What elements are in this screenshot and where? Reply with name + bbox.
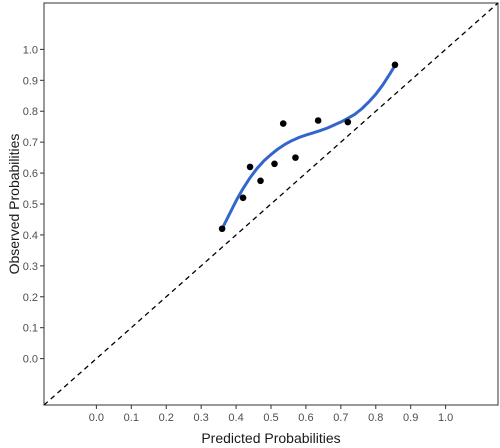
- data-point: [246, 163, 254, 171]
- data-point: [239, 194, 247, 202]
- y-tick-label: 0.7: [23, 137, 38, 149]
- x-tick-label: 0.9: [403, 412, 418, 424]
- smooth-fit-line: [220, 63, 397, 231]
- x-tick-label: 0.2: [159, 412, 174, 424]
- y-tick-label: 0.2: [23, 292, 38, 304]
- y-tick-label: 0.0: [23, 354, 38, 366]
- reference-diagonal-line: [44, 3, 498, 405]
- data-point: [391, 61, 399, 69]
- x-tick-label: 1.0: [438, 412, 453, 424]
- y-tick-label: 1.0: [23, 44, 38, 56]
- data-point: [279, 120, 287, 127]
- x-tick-label: 0.3: [194, 412, 209, 424]
- data-point: [292, 154, 299, 161]
- y-tick-label: 0.4: [23, 230, 38, 242]
- x-tick-label: 0.4: [228, 412, 243, 424]
- y-tick-label: 0.6: [23, 168, 38, 180]
- x-tick-label: 0.5: [263, 412, 278, 424]
- data-point: [344, 118, 352, 126]
- x-tick-label: 0.6: [298, 412, 313, 424]
- data-point: [314, 117, 322, 124]
- y-axis-title: Observed Probabilities: [6, 134, 22, 275]
- y-tick-label: 0.5: [23, 199, 38, 211]
- x-axis-title: Predicted Probabilities: [201, 430, 340, 446]
- smooth-layer: [220, 63, 397, 231]
- y-tick-label: 0.8: [23, 106, 38, 118]
- data-point: [257, 177, 264, 185]
- y-tick-label: 0.9: [23, 75, 38, 87]
- x-tick-label: 0.1: [124, 412, 139, 424]
- points-layer: [218, 61, 399, 233]
- data-point: [271, 160, 278, 168]
- data-point: [218, 225, 226, 233]
- x-axis-ticks: 0.0 0.1 0.2 0.3 0.4 0.5 0.6 0.7 0.8 0.9 1.0: [89, 405, 453, 424]
- x-tick-label: 0.8: [368, 412, 383, 424]
- y-tick-label: 0.1: [23, 323, 38, 335]
- y-tick-label: 0.3: [23, 261, 38, 273]
- x-tick-label: 0.7: [333, 412, 348, 424]
- x-tick-label: 0.0: [89, 412, 104, 424]
- y-axis-ticks: 0.0 0.1 0.2 0.3 0.4 0.5 0.6 0.7 0.8 0.9 1.0: [23, 44, 44, 366]
- reference-layer: [44, 3, 498, 405]
